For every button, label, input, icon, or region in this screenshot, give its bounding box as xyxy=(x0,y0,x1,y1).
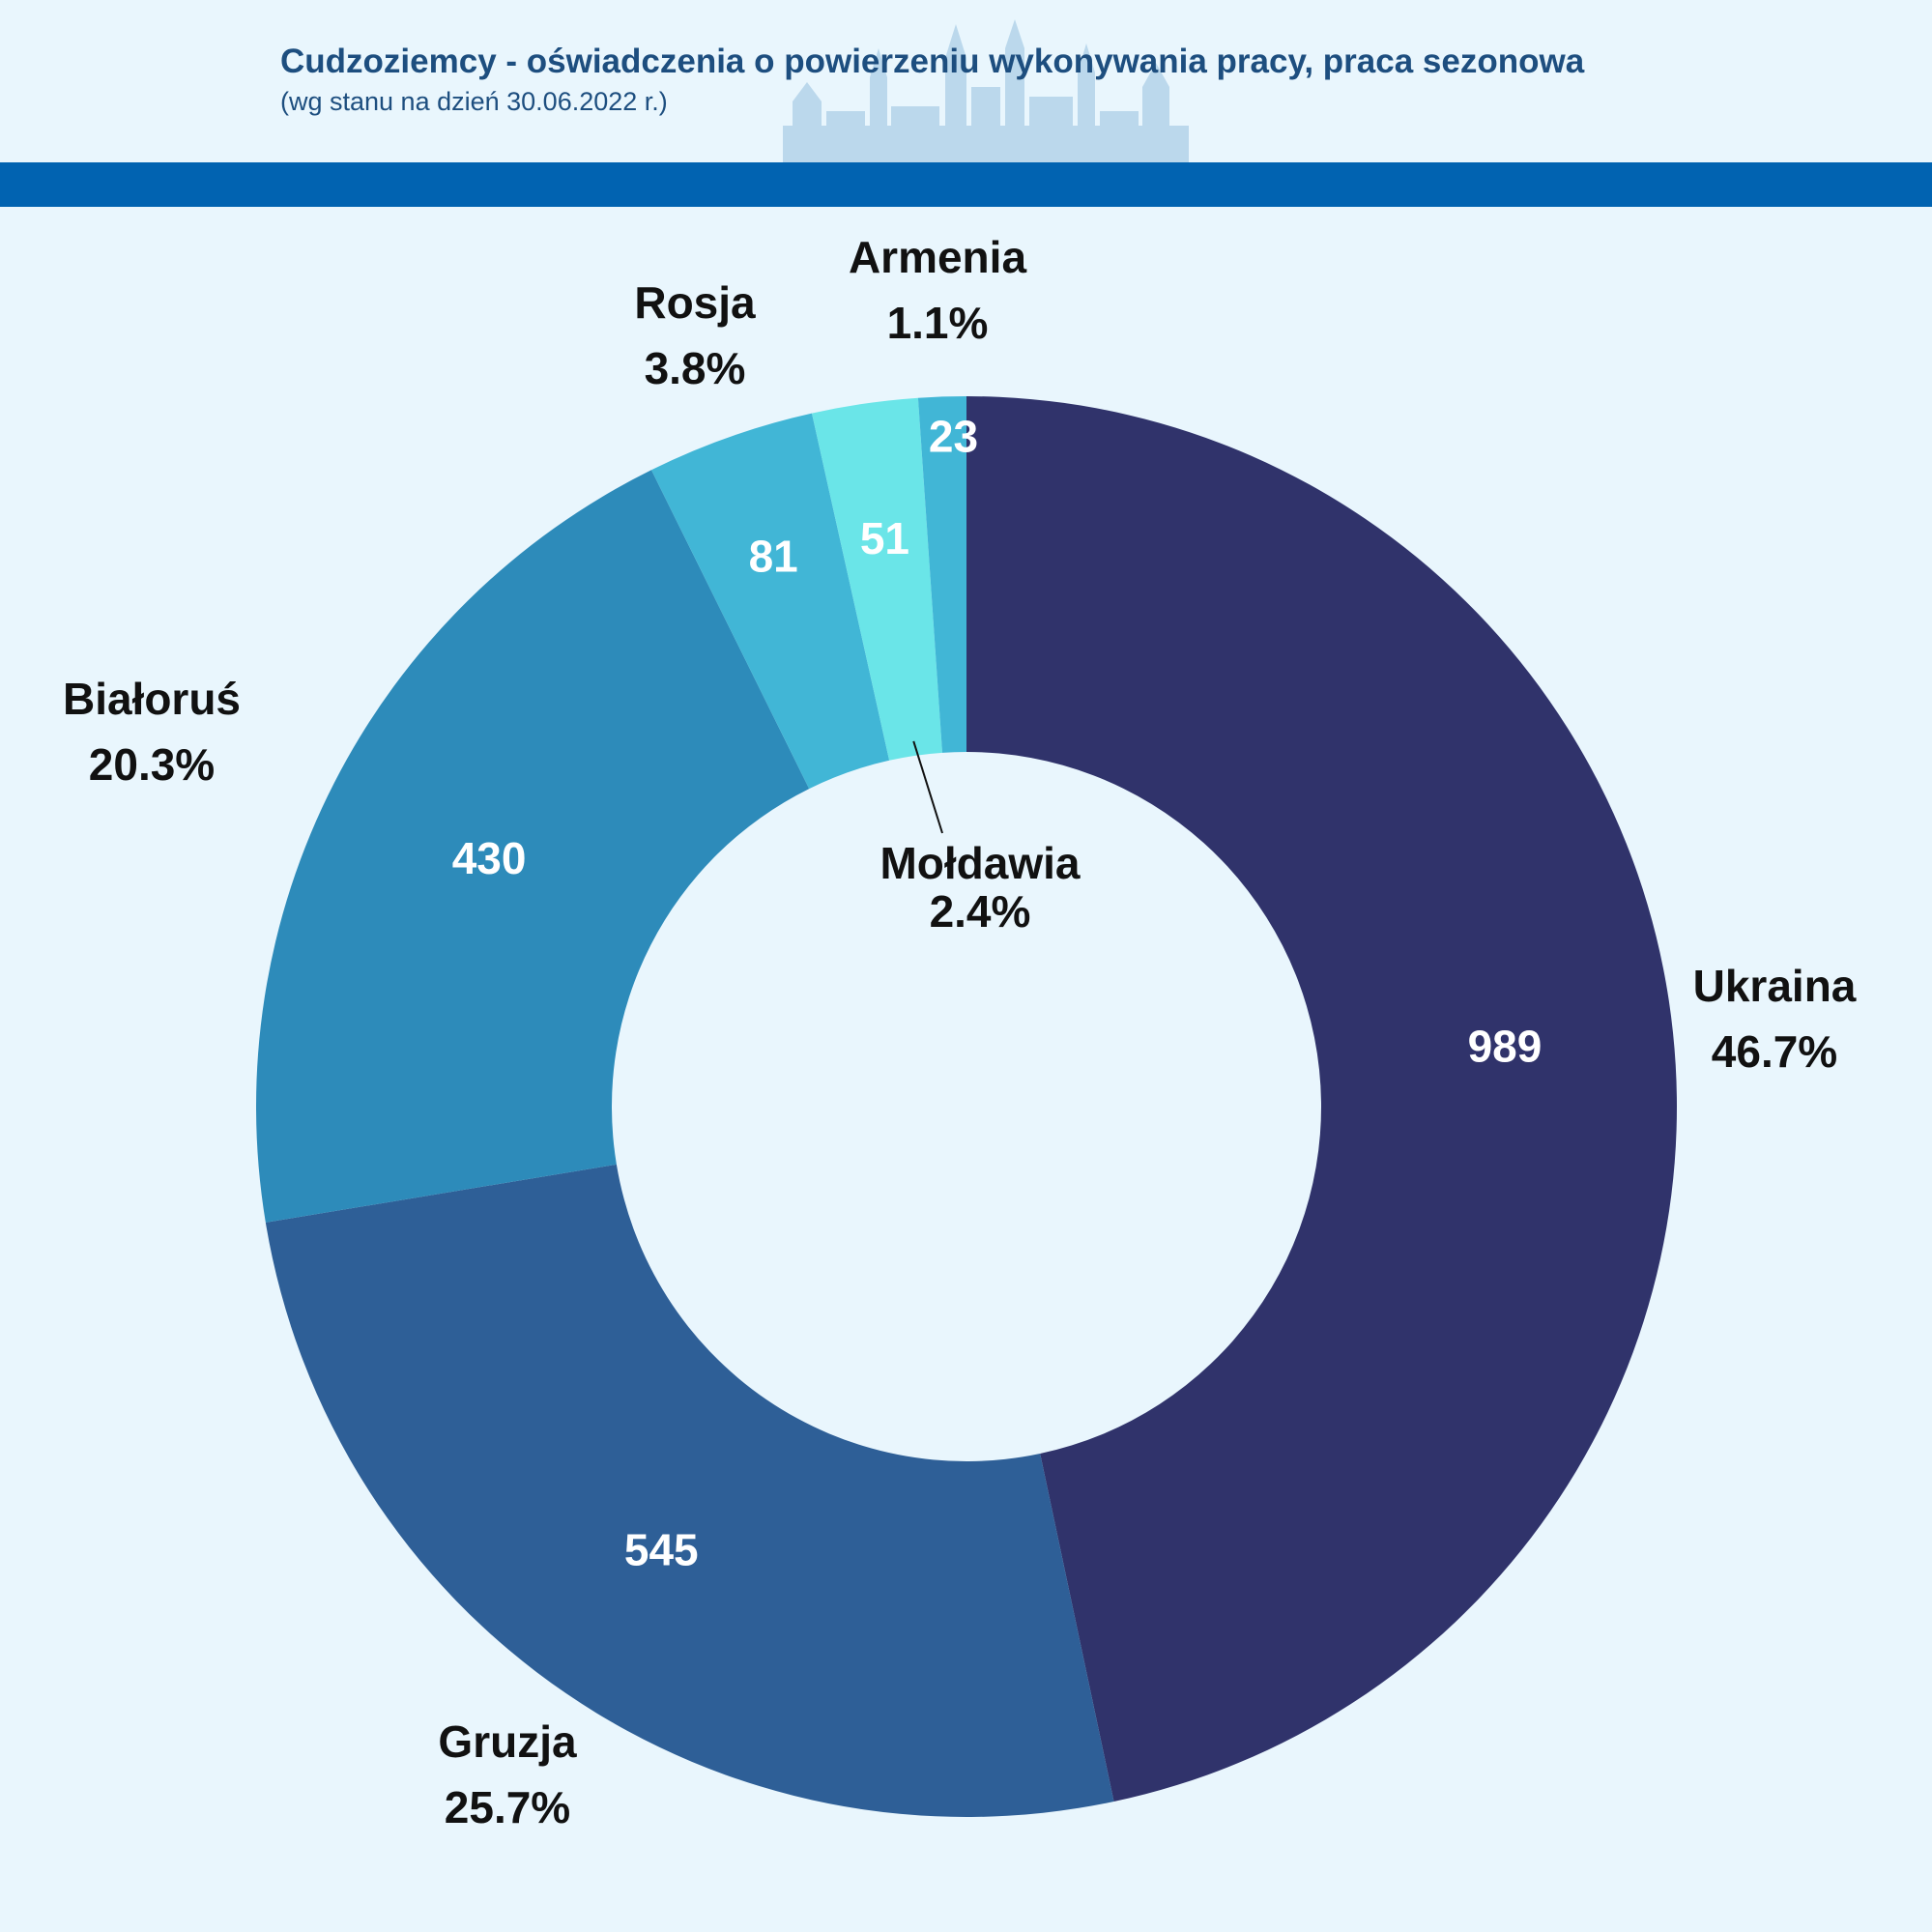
slice-rosja xyxy=(650,413,890,790)
value-label-gruzja: 545 xyxy=(624,1525,699,1575)
value-label-rosja: 81 xyxy=(749,531,798,581)
chart-subtitle: (wg stanu na dzień 30.06.2022 r.) xyxy=(280,87,668,116)
percent-label-gruzja: 25.7% xyxy=(445,1782,570,1832)
value-label-ukraina: 989 xyxy=(1468,1022,1543,1072)
value-label-armenia: 23 xyxy=(929,412,978,462)
slice-bialorus xyxy=(256,470,810,1223)
category-label-moldawia: Mołdawia xyxy=(879,838,1080,888)
leader-line-moldawia xyxy=(912,740,943,834)
city-skyline-watermark xyxy=(783,19,1189,164)
header: Cudzoziemcy - oświadczenia o powierzeniu… xyxy=(0,0,1932,164)
value-label-bialorus: 430 xyxy=(452,833,527,883)
category-label-bialorus: Białoruś xyxy=(63,674,241,724)
header-bar xyxy=(0,162,1932,207)
slice-moldawia xyxy=(812,397,942,761)
value-label-moldawia: 51 xyxy=(860,513,909,563)
category-label-rosja: Rosja xyxy=(634,277,756,328)
slice-armenia xyxy=(917,396,966,753)
percent-label-bialorus: 20.3% xyxy=(89,739,215,790)
slice-gruzja xyxy=(265,1164,1114,1817)
category-label-gruzja: Gruzja xyxy=(438,1716,577,1767)
percent-label-armenia: 1.1% xyxy=(887,298,989,348)
slice-ukraina xyxy=(966,396,1678,1802)
percent-label-rosja: 3.8% xyxy=(645,343,746,393)
percent-label-moldawia: 2.4% xyxy=(930,886,1031,937)
category-label-ukraina: Ukraina xyxy=(1693,961,1857,1011)
percent-label-ukraina: 46.7% xyxy=(1712,1026,1837,1077)
chart-title: Cudzoziemcy - oświadczenia o powierzeniu… xyxy=(280,43,1585,80)
category-label-armenia: Armenia xyxy=(849,232,1026,282)
